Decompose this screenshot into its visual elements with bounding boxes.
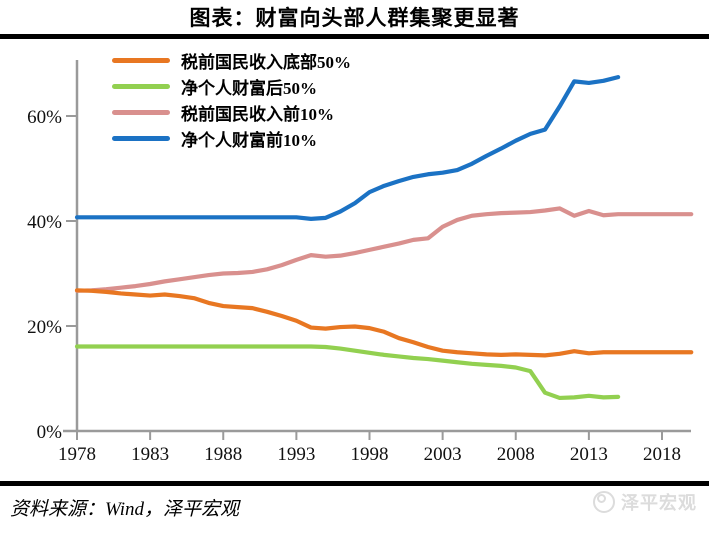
legend-swatch-blue	[112, 135, 170, 141]
svg-text:1993: 1993	[277, 444, 315, 465]
svg-text:2003: 2003	[424, 444, 462, 465]
svg-text:1998: 1998	[351, 444, 389, 465]
svg-text:1983: 1983	[131, 444, 169, 465]
legend-item-income-bottom50: 税前国民收入底部50%	[112, 47, 351, 73]
svg-text:1978: 1978	[58, 444, 96, 465]
zeping-watermark: 泽平宏观	[593, 489, 697, 515]
svg-text:40%: 40%	[27, 212, 62, 233]
svg-text:2008: 2008	[497, 444, 535, 465]
svg-text:60%: 60%	[27, 107, 62, 128]
page-title: 图表：财富向头部人群集聚更显著	[189, 6, 520, 30]
legend-label: 税前国民收入前10%	[181, 104, 334, 124]
svg-text:2018: 2018	[643, 444, 681, 465]
legend-item-income-top10: 税前国民收入前10%	[112, 99, 351, 125]
legend-item-wealth-top10: 净个人财富前10%	[112, 125, 351, 151]
legend-label: 税前国民收入底部50%	[181, 52, 351, 72]
svg-text:0%: 0%	[37, 422, 63, 443]
chart-legend: 税前国民收入底部50% 净个人财富后50% 税前国民收入前10% 净个人财富前1…	[112, 47, 351, 151]
svg-text:2013: 2013	[570, 444, 608, 465]
svg-text:20%: 20%	[27, 317, 62, 338]
source-note: 资料来源：Wind，泽平宏观	[10, 499, 240, 520]
legend-label: 净个人财富后50%	[181, 78, 317, 98]
bottom-divider	[0, 481, 709, 486]
legend-swatch-green	[112, 83, 170, 89]
zeping-logo-text: 泽平宏观	[621, 493, 697, 513]
legend-swatch-orange	[112, 57, 170, 63]
legend-swatch-pink	[112, 109, 170, 115]
svg-text:1988: 1988	[204, 444, 242, 465]
top-divider	[0, 34, 709, 39]
zeping-logo-icon	[593, 491, 615, 513]
legend-item-wealth-bottom50: 净个人财富后50%	[112, 73, 351, 99]
legend-label: 净个人财富前10%	[181, 130, 317, 150]
